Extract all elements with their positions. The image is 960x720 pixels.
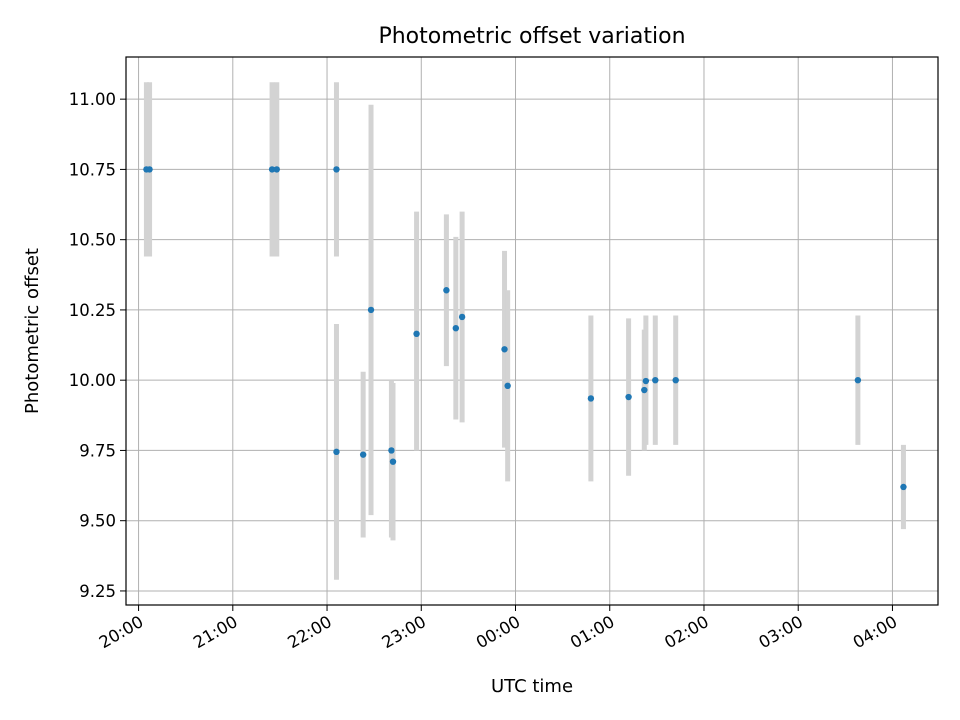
x-axis-label: UTC time — [491, 676, 573, 697]
data-point — [501, 346, 508, 353]
data-point — [854, 376, 862, 384]
data-point — [268, 166, 276, 173]
y-tick-label: 10.25 — [69, 301, 116, 320]
y-tick-label: 10.50 — [69, 231, 116, 250]
data-point — [273, 166, 280, 173]
y-axis-label: Photometric offset — [22, 248, 43, 414]
chart-title: Photometric offset variation — [378, 24, 685, 49]
y-tick-label: 9.25 — [79, 582, 116, 601]
data-point — [458, 313, 466, 321]
data-point — [389, 458, 397, 465]
y-tick-label: 9.75 — [79, 441, 116, 460]
data-point — [367, 306, 375, 314]
plot-frame — [125, 56, 939, 606]
data-point — [504, 382, 511, 389]
data-point — [642, 377, 650, 385]
y-tick-label: 9.50 — [79, 512, 116, 531]
data-point — [641, 386, 648, 394]
data-point — [672, 376, 679, 384]
data-point — [413, 330, 420, 338]
data-point — [587, 395, 595, 402]
y-axis-ticks: 9.25 9.50 9.75 10.00 10.25 10.50 10.75 11.00 — [69, 90, 126, 601]
data-points — [143, 166, 907, 491]
data-point — [900, 483, 907, 491]
data-point — [146, 166, 153, 173]
data-point — [333, 166, 340, 173]
grid-lines — [126, 57, 938, 605]
data-point — [333, 448, 340, 456]
data-point — [443, 287, 450, 294]
data-point — [652, 376, 659, 384]
data-point — [452, 324, 460, 332]
y-tick-label: 10.75 — [69, 160, 116, 179]
data-point — [359, 451, 367, 458]
y-tick-label: 10.00 — [69, 371, 116, 390]
data-point — [388, 447, 395, 454]
y-tick-label: 11.00 — [69, 90, 116, 109]
data-point — [625, 393, 632, 401]
